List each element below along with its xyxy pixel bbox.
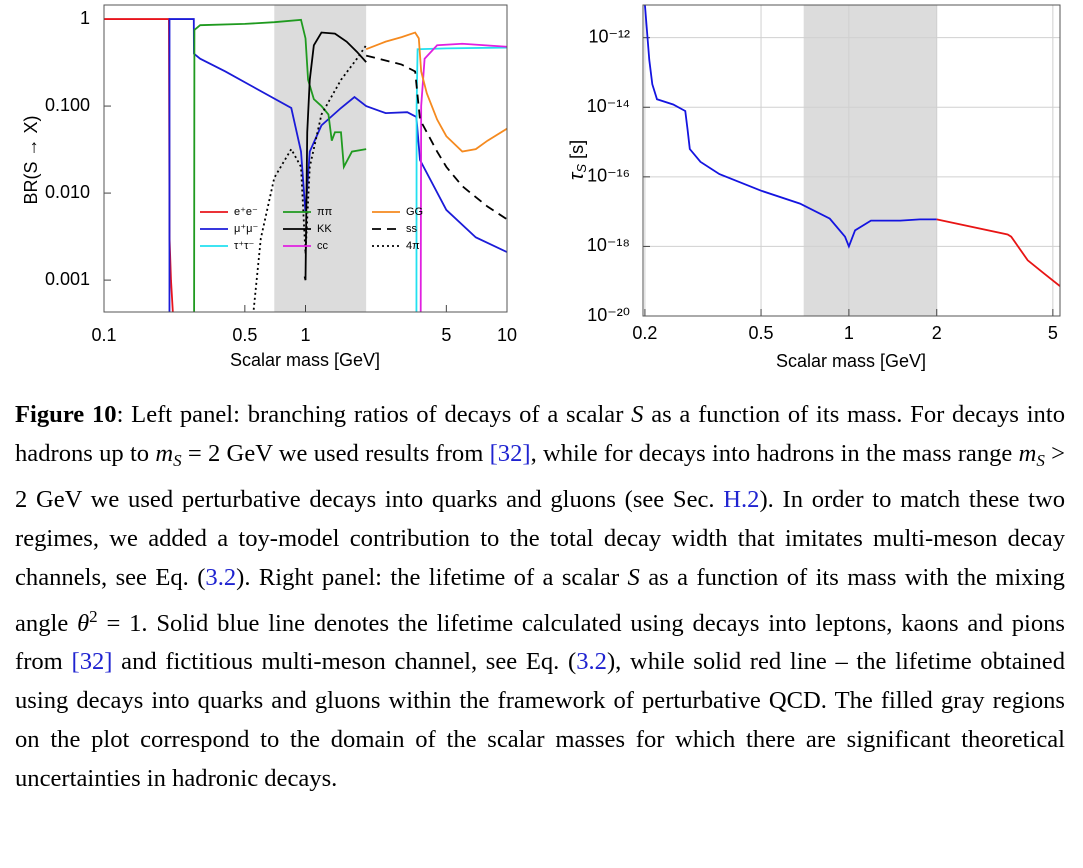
series-line	[415, 46, 507, 312]
y-tick-label: 10⁻²⁰	[587, 305, 630, 325]
equation-link[interactable]: 3.2	[205, 563, 237, 591]
x-tick-label: 5	[441, 325, 451, 345]
y-label-symbol: τ	[566, 171, 588, 180]
x-tick-label: 2	[932, 323, 942, 343]
x-tick-label: 0.2	[632, 323, 657, 343]
y-tick-label: 10⁻¹²	[588, 26, 630, 46]
series-line	[193, 18, 367, 312]
legend-label: 4π	[406, 240, 420, 252]
citation-link[interactable]: [32]	[489, 439, 531, 467]
figure: Scalar mass [GeV] BR(S → X) Scalar mass …	[21, 4, 1061, 371]
x-tick-label: 0.5	[232, 325, 257, 345]
caption-text: ). Right panel: the lifetime of a scalar	[236, 563, 628, 591]
x-axis-label: Scalar mass [GeV]	[230, 350, 380, 370]
legend-label: ss	[406, 223, 418, 235]
x-tick-label: 0.1	[91, 325, 116, 345]
y-tick-label: 0.100	[45, 95, 90, 115]
math: S	[631, 401, 644, 428]
legend-label: μ⁺μ⁻	[234, 223, 258, 235]
math: S	[627, 563, 640, 591]
shaded-region	[274, 5, 367, 312]
math: m	[155, 439, 174, 467]
math: m	[1018, 439, 1037, 467]
caption-text: ), while solid red line – the lifetime o…	[15, 648, 1065, 793]
y-axis-label: BR(S → X)	[21, 115, 41, 204]
caption-text: = 1. Solid blue line denotes the lifetim…	[15, 609, 1065, 676]
y-label-unit: [s]	[567, 140, 587, 164]
caption-text: > 2 GeV we used perturbative decays into…	[15, 439, 1065, 513]
legend-label: τ⁺τ⁻	[234, 240, 254, 252]
series-line	[644, 5, 937, 249]
series-line	[104, 18, 174, 312]
equation-link[interactable]: 3.2	[576, 648, 607, 676]
math-subscript: S	[1036, 450, 1045, 470]
y-label-subscript: S	[574, 164, 589, 173]
y-tick-label: 1	[80, 8, 90, 28]
plot-frame	[642, 4, 1061, 317]
caption-text: as a function of its mass with the mixin…	[15, 563, 1065, 637]
series-line	[936, 218, 1060, 287]
section-link[interactable]: H.2	[723, 485, 760, 513]
y-tick-label: 0.001	[45, 269, 90, 289]
legend-label: e⁺e⁻	[234, 206, 258, 218]
y-tick-label: 0.010	[45, 182, 90, 202]
caption-text: : Left panel: branching ratios of decays…	[116, 401, 632, 428]
y-tick-label: 10⁻¹⁶	[587, 166, 630, 186]
series-line	[365, 31, 507, 153]
y-axis-label: τS [s]	[566, 140, 589, 180]
x-tick-label: 10	[497, 325, 517, 345]
y-tick-label: 10⁻¹⁸	[587, 235, 630, 255]
x-axis-label: Scalar mass [GeV]	[776, 351, 926, 371]
y-tick-label: 10⁻¹⁴	[587, 96, 630, 116]
legend-label: GG	[406, 206, 423, 218]
caption: Figure 10: Left panel: branching ratios …	[15, 396, 1065, 799]
x-tick-label: 1	[300, 325, 310, 345]
caption-text: and fictitious multi-meson channel, see …	[112, 648, 577, 676]
caption-text: , while for decays into hadrons in the m…	[530, 439, 1019, 467]
caption-text: = 2 GeV we used results from	[181, 439, 490, 467]
math-superscript: 2	[89, 606, 98, 626]
math: θ	[77, 609, 90, 637]
shaded-region	[803, 5, 937, 316]
series-line	[365, 54, 507, 221]
x-tick-label: 1	[844, 323, 854, 343]
legend-label: KK	[317, 223, 332, 235]
math-subscript: S	[173, 450, 182, 470]
caption-text: ). In order to match these two regimes, …	[15, 485, 1065, 591]
citation-link[interactable]: [32]	[71, 648, 113, 676]
legend-label: ππ	[317, 206, 333, 218]
series-line	[419, 42, 507, 312]
caption-label: Figure 10	[15, 401, 117, 428]
x-tick-label: 0.5	[749, 323, 774, 343]
caption-text: as a function of its mass. For decays in…	[15, 401, 1065, 467]
series-line	[303, 31, 367, 281]
plot-frame	[103, 4, 508, 313]
x-tick-label: 5	[1048, 323, 1058, 343]
legend-label: cc	[317, 240, 329, 252]
